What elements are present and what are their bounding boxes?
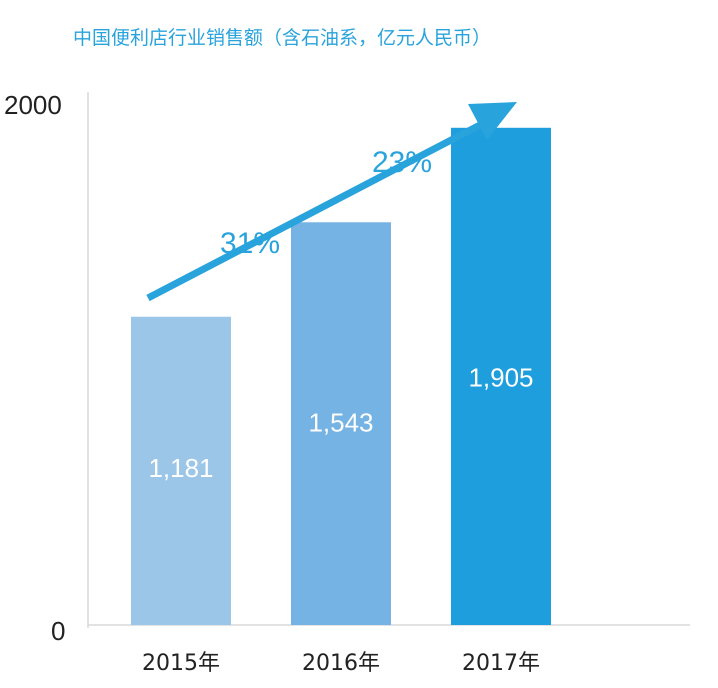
y-tick-label-zero: 0 [51, 616, 65, 646]
bar-value-label: 1,905 [468, 362, 533, 392]
growth-arrow-shaft [146, 121, 482, 302]
growth-arrow-head [468, 102, 517, 140]
y-tick-label-max: 2000 [4, 90, 62, 120]
bar-value-label: 1,543 [308, 408, 373, 438]
bar-value-label: 1,181 [148, 453, 213, 483]
x-tick-label: 2015年 [142, 651, 220, 676]
growth-rate-label: 23% [372, 146, 432, 179]
bar-0 [131, 316, 231, 625]
x-tick-label: 2017年 [462, 651, 540, 676]
chart-title: 中国便利店行业销售额（含石油系，亿元人民币） [73, 27, 491, 49]
bar-2 [451, 127, 551, 626]
x-tick-label: 2016年 [302, 651, 380, 676]
bar-1 [291, 222, 391, 626]
growth-arrow [146, 102, 517, 302]
growth-rate-label: 31% [220, 227, 280, 260]
